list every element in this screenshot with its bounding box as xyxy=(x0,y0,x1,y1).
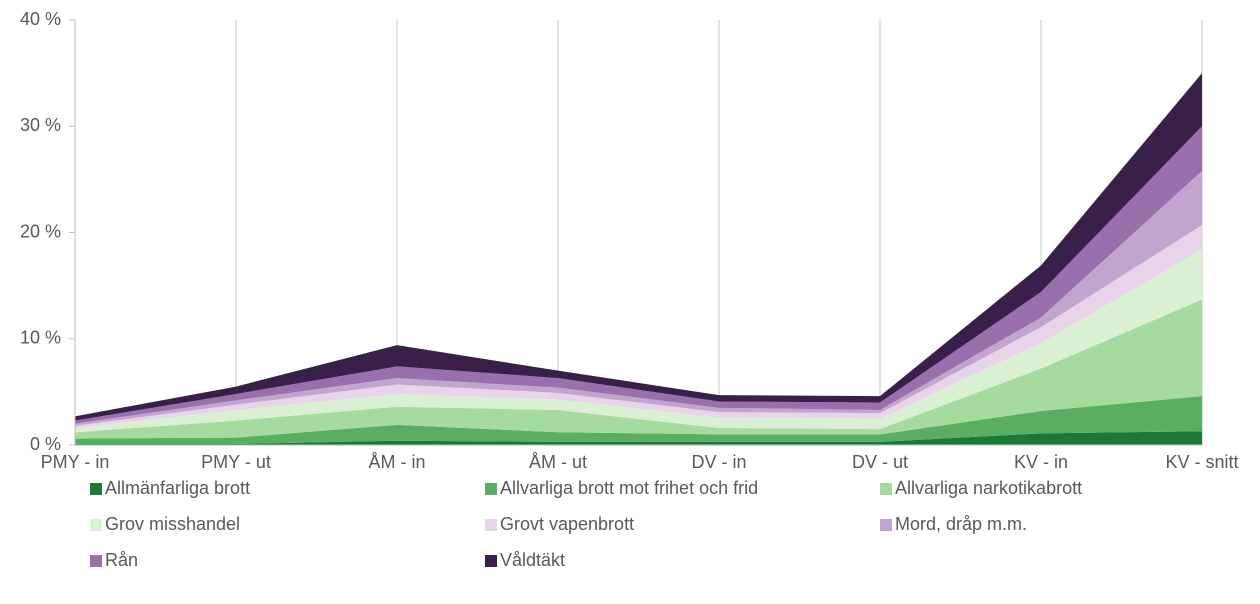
x-tick-label: DV - ut xyxy=(852,452,908,472)
legend-swatch xyxy=(90,519,102,531)
legend-swatch xyxy=(880,483,892,495)
legend-label: Rån xyxy=(105,550,138,570)
legend-label: Allmänfarliga brott xyxy=(105,478,250,498)
legend-swatch xyxy=(485,519,497,531)
y-tick-label: 30 % xyxy=(20,115,61,135)
x-tick-label: DV - in xyxy=(691,452,746,472)
legend-label: Allvarliga brott mot frihet och frid xyxy=(500,478,758,498)
x-tick-label: ÅM - in xyxy=(368,452,425,472)
legend-label: Våldtäkt xyxy=(500,550,565,570)
area xyxy=(75,396,1202,444)
legend-label: Grov misshandel xyxy=(105,514,240,534)
legend-swatch xyxy=(90,483,102,495)
y-tick-label: 10 % xyxy=(20,328,61,348)
legend-swatch xyxy=(90,555,102,567)
legend-label: Allvarliga narkotikabrott xyxy=(895,478,1082,498)
x-tick-label: KV - snitt xyxy=(1165,452,1238,472)
legend-swatch xyxy=(485,555,497,567)
legend-label: Grovt vapenbrott xyxy=(500,514,634,534)
x-tick-label: PMY - ut xyxy=(201,452,271,472)
x-tick-label: ÅM - ut xyxy=(529,452,587,472)
legend-swatch xyxy=(880,519,892,531)
legend-label: Mord, dråp m.m. xyxy=(895,514,1027,534)
y-tick-label: 20 % xyxy=(20,221,61,241)
x-tick-label: KV - in xyxy=(1014,452,1068,472)
legend-swatch xyxy=(485,483,497,495)
y-tick-label: 0 % xyxy=(30,434,61,454)
area xyxy=(75,299,1202,439)
y-tick-label: 40 % xyxy=(20,9,61,29)
x-tick-label: PMY - in xyxy=(41,452,110,472)
